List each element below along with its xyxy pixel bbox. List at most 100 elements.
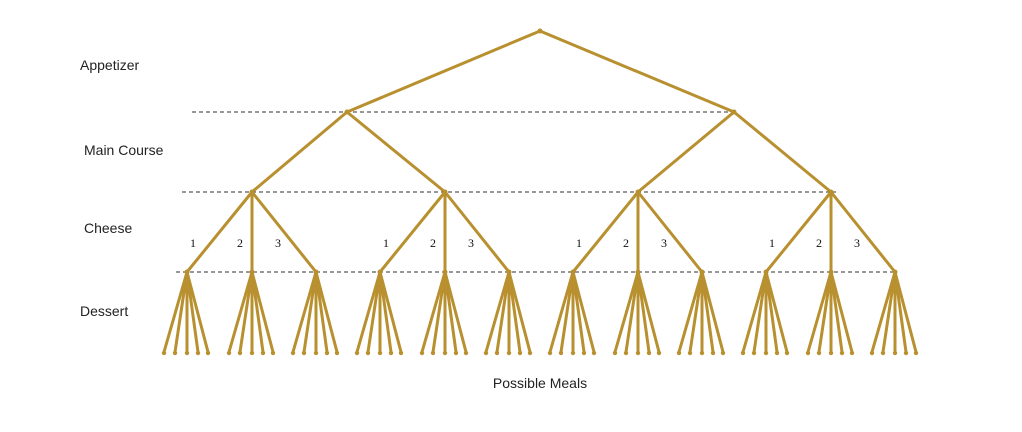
branch-leaf-10	[250, 270, 275, 354]
branch-leaf-35	[571, 270, 596, 354]
branch-leaf-54	[829, 270, 844, 354]
node-leaf-38	[635, 350, 641, 356]
node-leaf-22	[430, 350, 436, 356]
node-dessert-1-3	[313, 269, 319, 275]
branch-label-2-3: 3	[468, 236, 474, 250]
node-cheese-1	[249, 189, 255, 195]
node-main-1	[344, 109, 350, 115]
branch-dessert-1-3	[250, 190, 318, 274]
level-label-dessert: Dessert	[80, 303, 129, 319]
branch-leaf-14	[314, 270, 329, 354]
branch-leaf-17	[366, 270, 382, 354]
node-leaf-13	[313, 350, 319, 356]
branch-dessert-3-1	[571, 190, 640, 274]
level-label-appetizer: Appetizer	[80, 57, 140, 73]
branch-leaf-4	[185, 270, 200, 354]
node-root	[537, 28, 543, 34]
node-leaf-10	[270, 350, 276, 356]
node-leaf-57	[880, 350, 886, 356]
node-main-2	[731, 109, 737, 115]
branch-leaf-9	[250, 270, 265, 354]
node-leaf-3	[184, 350, 190, 356]
node-leaf-54	[839, 350, 845, 356]
branch-leaf-15	[314, 270, 339, 354]
branch-dessert-1-1	[185, 190, 254, 274]
node-leaf-5	[205, 350, 211, 356]
branch-label-3-1: 1	[576, 236, 582, 250]
node-leaf-17	[365, 350, 371, 356]
node-leaf-48	[763, 350, 769, 356]
branch-leaf-42	[688, 270, 704, 354]
branch-leaf-47	[752, 270, 768, 354]
node-cheese-4	[828, 189, 834, 195]
branch-label-1-1: 1	[190, 236, 196, 250]
branch-leaf-30	[507, 270, 532, 354]
branch-label-1-2: 2	[237, 236, 243, 250]
branch-label-4-1: 1	[769, 236, 775, 250]
node-leaf-31	[547, 350, 553, 356]
branch-leaf-19	[378, 270, 393, 354]
branch-leaf-26	[484, 270, 511, 354]
branch-label-2-1: 1	[383, 236, 389, 250]
branch-leaf-22	[431, 270, 447, 354]
branch-leaf-57	[881, 270, 897, 354]
branch-leaf-16	[355, 270, 382, 354]
node-leaf-55	[849, 350, 855, 356]
branch-leaf-21	[420, 270, 447, 354]
level-label-main-course: Main Course	[84, 142, 164, 158]
branch-leaf-50	[764, 270, 789, 354]
branch-leaf-24	[443, 270, 458, 354]
node-leaf-47	[751, 350, 757, 356]
branch-leaf-41	[677, 270, 704, 354]
node-leaf-37	[623, 350, 629, 356]
node-dessert-2-2	[442, 269, 448, 275]
branch-label-3-2: 2	[623, 236, 629, 250]
node-leaf-53	[828, 350, 834, 356]
branch-leaf-1	[162, 270, 189, 354]
node-leaf-39	[646, 350, 652, 356]
node-leaf-26	[483, 350, 489, 356]
node-dessert-3-1	[570, 269, 576, 275]
node-leaf-11	[290, 350, 296, 356]
branch-dessert-3-3	[636, 190, 704, 274]
branch-main-1	[345, 29, 542, 114]
branch-leaf-56	[870, 270, 897, 354]
node-dessert-3-3	[699, 269, 705, 275]
node-leaf-21	[419, 350, 425, 356]
branch-leaf-60	[893, 270, 918, 354]
branch-dessert-4-1	[764, 190, 833, 274]
node-leaf-7	[237, 350, 243, 356]
node-leaf-50	[784, 350, 790, 356]
node-leaf-34	[581, 350, 587, 356]
node-leaf-44	[710, 350, 716, 356]
node-leaf-8	[249, 350, 255, 356]
node-leaf-16	[354, 350, 360, 356]
node-leaf-40	[656, 350, 662, 356]
node-leaf-14	[324, 350, 330, 356]
node-leaf-9	[260, 350, 266, 356]
branch-main-2	[538, 29, 736, 114]
node-leaf-2	[172, 350, 178, 356]
node-leaf-28	[506, 350, 512, 356]
node-leaf-27	[494, 350, 500, 356]
node-dessert-1-1	[184, 269, 190, 275]
node-leaf-23	[442, 350, 448, 356]
branch-leaf-44	[700, 270, 715, 354]
branch-leaf-2	[173, 270, 189, 354]
node-leaf-58	[892, 350, 898, 356]
node-leaf-59	[903, 350, 909, 356]
node-cheese-2	[442, 189, 448, 195]
branch-cheese-4	[732, 110, 833, 194]
node-leaf-46	[740, 350, 746, 356]
node-leaf-4	[195, 350, 201, 356]
branch-leaf-36	[613, 270, 640, 354]
node-dessert-2-1	[377, 269, 383, 275]
branch-leaf-51	[806, 270, 833, 354]
branch-label-4-3: 3	[854, 236, 860, 250]
branch-cheese-2	[345, 110, 447, 194]
branch-label-4-2: 2	[816, 236, 822, 250]
node-leaf-24	[453, 350, 459, 356]
node-leaf-49	[774, 350, 780, 356]
branch-leaf-6	[227, 270, 254, 354]
